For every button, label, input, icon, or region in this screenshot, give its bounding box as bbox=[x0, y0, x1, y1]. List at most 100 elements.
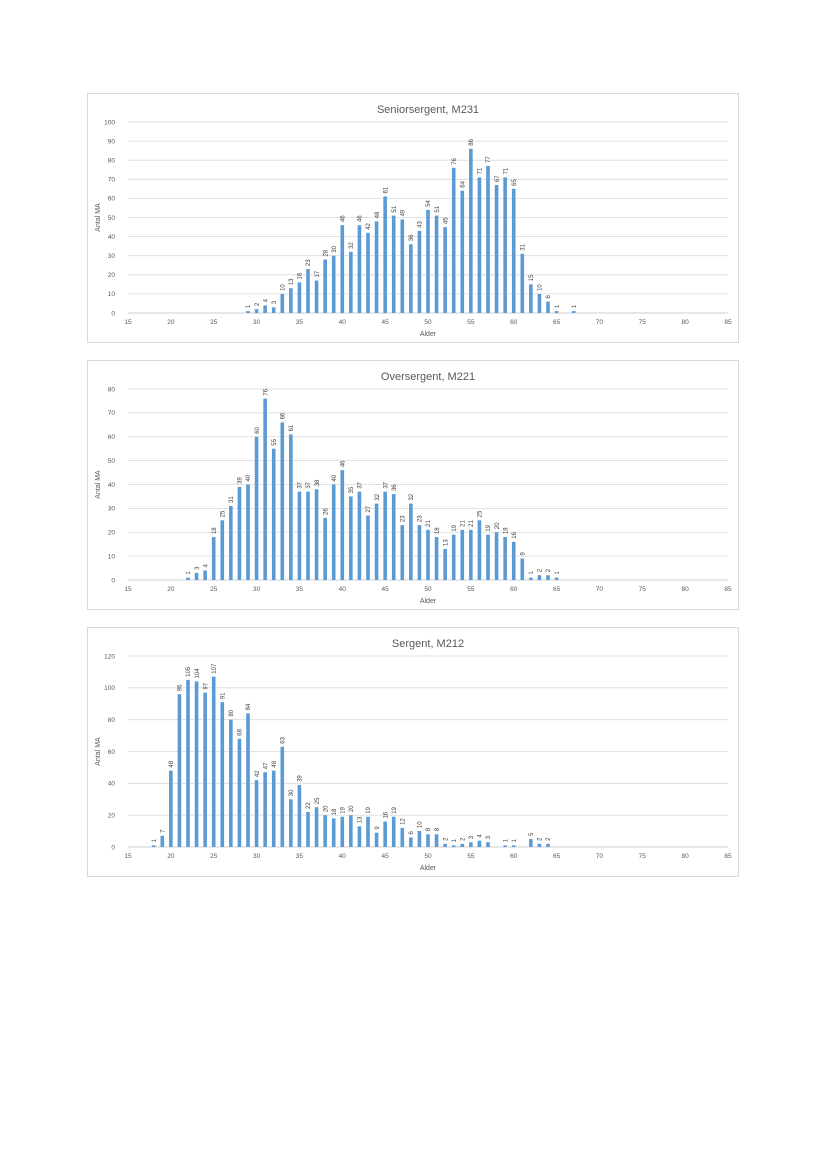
bar bbox=[520, 558, 525, 580]
x-tick-label: 55 bbox=[467, 853, 475, 860]
bar-data-label: 80 bbox=[229, 709, 235, 716]
y-tick-label: 100 bbox=[104, 685, 115, 692]
x-tick-label: 85 bbox=[724, 586, 732, 593]
bar bbox=[460, 190, 465, 313]
y-tick-label: 90 bbox=[108, 138, 116, 145]
bar-data-label: 68 bbox=[238, 728, 244, 735]
x-tick-label: 85 bbox=[724, 319, 732, 326]
y-tick-label: 10 bbox=[108, 291, 116, 298]
x-tick-label: 80 bbox=[682, 853, 690, 860]
bar bbox=[451, 534, 456, 580]
bar bbox=[271, 307, 276, 313]
bar-data-label: 76 bbox=[263, 388, 269, 395]
y-tick-label: 20 bbox=[108, 530, 116, 537]
bar bbox=[409, 837, 413, 847]
bar-data-label: 26 bbox=[323, 508, 329, 515]
bar-data-label: 71 bbox=[478, 167, 484, 174]
bar-data-label: 105 bbox=[186, 666, 192, 677]
bar-data-label: 86 bbox=[469, 138, 475, 145]
bar bbox=[374, 832, 379, 847]
x-tick-label: 25 bbox=[210, 853, 218, 860]
y-tick-label: 60 bbox=[108, 749, 116, 756]
bar-data-label: 39 bbox=[238, 477, 244, 484]
bar bbox=[220, 520, 225, 580]
bar bbox=[297, 282, 302, 313]
bar-data-label: 51 bbox=[435, 205, 441, 212]
x-tick-label: 45 bbox=[382, 319, 390, 326]
bar-data-label: 48 bbox=[169, 760, 175, 767]
bar bbox=[417, 230, 422, 313]
x-tick-label: 35 bbox=[296, 586, 304, 593]
y-tick-label: 40 bbox=[108, 234, 116, 241]
bar bbox=[511, 541, 516, 580]
x-tick-label: 20 bbox=[167, 853, 175, 860]
bar bbox=[391, 494, 396, 580]
bar bbox=[306, 491, 310, 580]
bar bbox=[434, 834, 439, 847]
x-tick-label: 70 bbox=[596, 319, 604, 326]
bar-data-label: 47 bbox=[263, 762, 269, 769]
bar bbox=[554, 311, 559, 313]
x-tick-label: 70 bbox=[596, 586, 604, 593]
bar-data-label: 65 bbox=[512, 179, 518, 186]
x-tick-label: 75 bbox=[639, 853, 647, 860]
bar bbox=[529, 284, 533, 313]
bar-data-label: 16 bbox=[298, 272, 304, 279]
x-tick-label: 65 bbox=[553, 586, 561, 593]
bar bbox=[263, 305, 267, 313]
bar-data-label: 23 bbox=[418, 515, 424, 522]
bar bbox=[537, 293, 542, 313]
bar bbox=[169, 770, 173, 847]
bar-data-label: 20 bbox=[349, 805, 355, 812]
bar bbox=[400, 827, 405, 847]
bar-data-label: 1 bbox=[186, 571, 192, 575]
bar-data-label: 43 bbox=[418, 221, 424, 228]
y-axis-title: Antal MA bbox=[95, 203, 102, 232]
bar-data-label: 21 bbox=[426, 520, 432, 527]
chart-svg-seniorsergent: Seniorsergent, M231 0 10 20 30 40 50 60 70 80 90 10… bbox=[95, 104, 732, 338]
bar-data-label: 2 bbox=[443, 837, 449, 841]
bar-data-label: 3 bbox=[486, 835, 492, 839]
bar bbox=[366, 515, 370, 580]
bar bbox=[289, 799, 293, 847]
bar-data-label: 1 bbox=[452, 838, 458, 842]
bar-data-label: 19 bbox=[452, 524, 458, 531]
chart-seniorsergent: Seniorsergent, M231 0 10 20 30 40 50 60 70 80 90 10… bbox=[87, 93, 739, 343]
bar bbox=[451, 845, 456, 847]
x-tick-label: 75 bbox=[639, 586, 647, 593]
x-tick-label: 45 bbox=[382, 853, 390, 860]
bar bbox=[314, 807, 319, 847]
bar-data-label: 12 bbox=[400, 818, 406, 825]
bar bbox=[546, 843, 550, 847]
bar-data-label: 8 bbox=[435, 827, 441, 831]
bar-data-label: 7 bbox=[160, 829, 166, 833]
bar bbox=[400, 525, 405, 580]
y-tick-label: 120 bbox=[104, 653, 115, 660]
y-tick-label: 70 bbox=[108, 410, 116, 417]
bar-data-label: 4 bbox=[478, 834, 484, 838]
y-tick-label: 0 bbox=[111, 310, 115, 317]
x-tick-label: 60 bbox=[510, 853, 518, 860]
bar bbox=[486, 534, 490, 580]
x-tick-label: 55 bbox=[467, 586, 475, 593]
bar bbox=[289, 434, 293, 580]
bar-data-label: 3 bbox=[272, 300, 278, 304]
bar bbox=[511, 188, 516, 313]
bar bbox=[340, 225, 345, 313]
bar-data-label: 30 bbox=[332, 245, 338, 252]
bar-data-label: 45 bbox=[443, 217, 449, 224]
bar-data-label: 37 bbox=[306, 481, 312, 488]
bar-data-label: 13 bbox=[289, 278, 295, 285]
y-tick-label: 50 bbox=[108, 215, 116, 222]
bar-data-label: 19 bbox=[392, 806, 398, 813]
bar bbox=[246, 713, 250, 847]
x-tick-label: 45 bbox=[382, 586, 390, 593]
bar-data-label: 40 bbox=[332, 474, 338, 481]
bar bbox=[254, 780, 259, 847]
bar-data-label: 66 bbox=[280, 412, 286, 419]
bar-data-label: 37 bbox=[358, 481, 364, 488]
bar bbox=[323, 259, 327, 313]
bar bbox=[503, 845, 507, 847]
x-tick-label: 80 bbox=[682, 319, 690, 326]
bar bbox=[211, 676, 216, 847]
